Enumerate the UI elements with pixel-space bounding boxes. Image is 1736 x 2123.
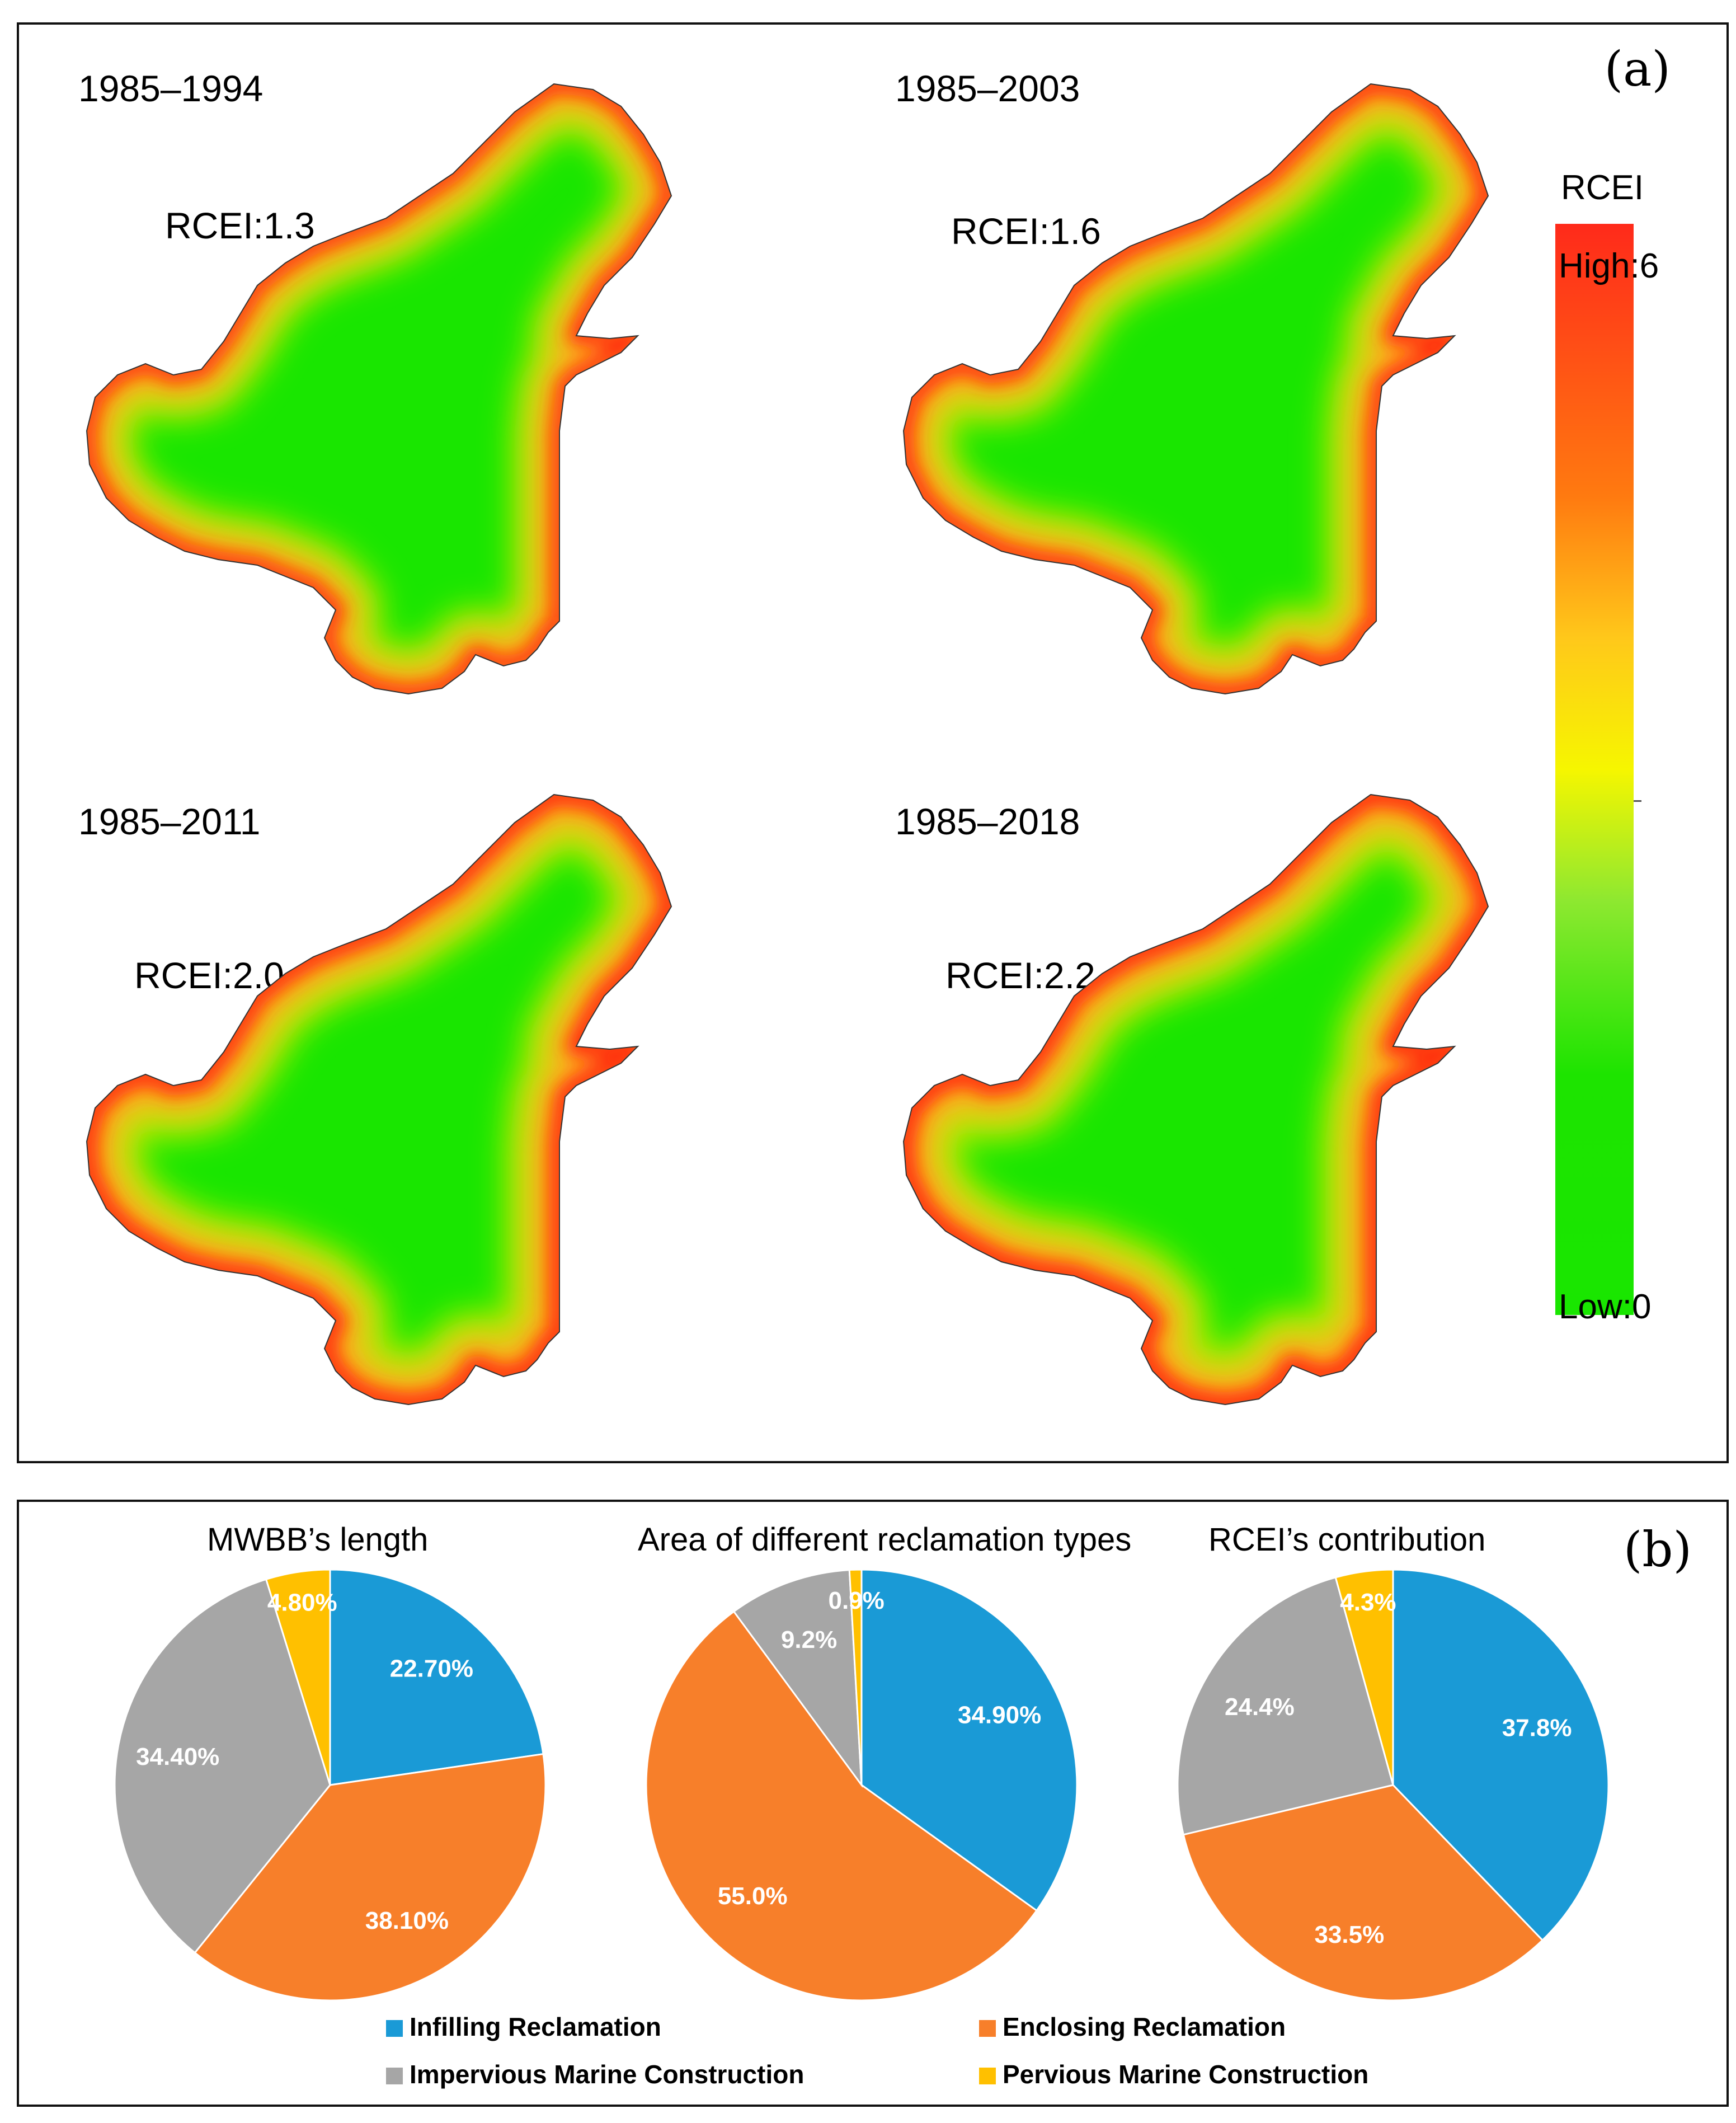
panel-a-label: (a) xyxy=(1604,41,1671,97)
pie-slice-pervious xyxy=(265,1568,331,1786)
pie-slice-enclosing xyxy=(1182,1784,1544,2002)
bay-map-1985-2011 xyxy=(86,793,672,1406)
legend-swatch-impervious xyxy=(386,2068,403,2084)
legend-item-impervious: Impervious Marine Construction xyxy=(386,2059,804,2089)
bay-outline xyxy=(902,793,1489,1406)
pie-slice-infilling xyxy=(1392,1568,1610,1942)
colorbar-high-label: High:6 xyxy=(1559,247,1659,285)
map-rcei-value-4: RCEI:2.2 xyxy=(945,955,1095,996)
pie-chart-rcei-contribution: 37.8% 33.5% 24.4% 4.3% xyxy=(1177,1568,1610,2002)
legend-swatch-enclosing xyxy=(979,2020,996,2037)
pie-label-enclosing: 33.5% xyxy=(1314,1921,1384,1948)
map-period-label-1: 1985–1994 xyxy=(78,68,264,109)
pie-slice-impervious xyxy=(114,1578,331,1954)
pie-slice-enclosing xyxy=(645,1610,1038,2002)
bay-outline xyxy=(86,793,672,1406)
map-rcei-value-2: RCEI:1.6 xyxy=(951,210,1101,252)
pie-slice-impervious xyxy=(732,1569,863,1788)
pie-label-infilling: 22.70% xyxy=(390,1655,473,1682)
map-rcei-value-1: RCEI:1.3 xyxy=(165,205,315,246)
pie-label-enclosing: 55.0% xyxy=(718,1882,788,1910)
legend-label-impervious: Impervious Marine Construction xyxy=(410,2060,805,2089)
legend-item-enclosing: Enclosing Reclamation xyxy=(979,2012,1286,2042)
pie-label-impervious: 24.4% xyxy=(1225,1693,1295,1721)
bay-outline xyxy=(902,83,1489,695)
colorbar-low-label: Low:0 xyxy=(1559,1288,1652,1326)
legend-swatch-infilling xyxy=(386,2020,403,2037)
pie-slice-infilling xyxy=(860,1568,1078,1912)
panel-b-label: (b) xyxy=(1623,1522,1692,1578)
legend-item-infilling: Infilling Reclamation xyxy=(386,2012,661,2042)
pie-title-2: Area of different reclamation types xyxy=(638,1521,1132,1558)
legend-label-pervious: Pervious Marine Construction xyxy=(1003,2060,1369,2089)
map-period-label-2: 1985–2003 xyxy=(895,68,1080,109)
legend-label-infilling: Infilling Reclamation xyxy=(410,2012,661,2041)
pie-slice-pervious xyxy=(1334,1568,1394,1786)
bay-map-1985-2003 xyxy=(902,83,1489,695)
pie-slice-pervious xyxy=(848,1568,863,1786)
colorbar-title: RCEI xyxy=(1561,168,1644,207)
legend-label-enclosing: Enclosing Reclamation xyxy=(1003,2012,1286,2041)
pie-label-impervious: 34.40% xyxy=(136,1743,219,1770)
map-rcei-value-3: RCEI:2.0 xyxy=(134,955,284,996)
pie-slice-enclosing xyxy=(194,1753,547,2002)
pie-label-pervious: 0.9% xyxy=(828,1587,884,1614)
pie-chart-reclamation-area: 34.90% 55.0% 9.2% 0.9% xyxy=(645,1568,1078,2002)
pie-label-pervious: 4.80% xyxy=(267,1589,337,1617)
bay-map-1985-1994 xyxy=(86,83,672,695)
pie-chart-mwbb-length: 22.70% 38.10% 34.40% 4.80% xyxy=(114,1568,547,2002)
map-period-label-4: 1985–2018 xyxy=(895,801,1080,842)
bay-outline xyxy=(86,83,672,695)
pie-slice-impervious xyxy=(1177,1576,1394,1836)
legend-swatch-pervious xyxy=(979,2068,996,2084)
pie-title-1: MWBB’s length xyxy=(207,1521,429,1558)
pie-title-3: RCEI’s contribution xyxy=(1208,1521,1486,1558)
colorbar xyxy=(1555,224,1634,1315)
pie-label-impervious: 9.2% xyxy=(781,1626,837,1654)
colorbar-mid-tick xyxy=(1634,800,1641,802)
bay-map-1985-2018 xyxy=(902,793,1489,1406)
map-period-label-3: 1985–2011 xyxy=(78,801,261,842)
pie-label-infilling: 34.90% xyxy=(958,1701,1041,1729)
pie-label-infilling: 37.8% xyxy=(1502,1714,1572,1741)
pie-slice-infilling xyxy=(329,1568,544,1786)
pie-label-enclosing: 38.10% xyxy=(365,1907,449,1934)
legend-item-pervious: Pervious Marine Construction xyxy=(979,2059,1368,2089)
pie-label-pervious: 4.3% xyxy=(1340,1589,1396,1616)
